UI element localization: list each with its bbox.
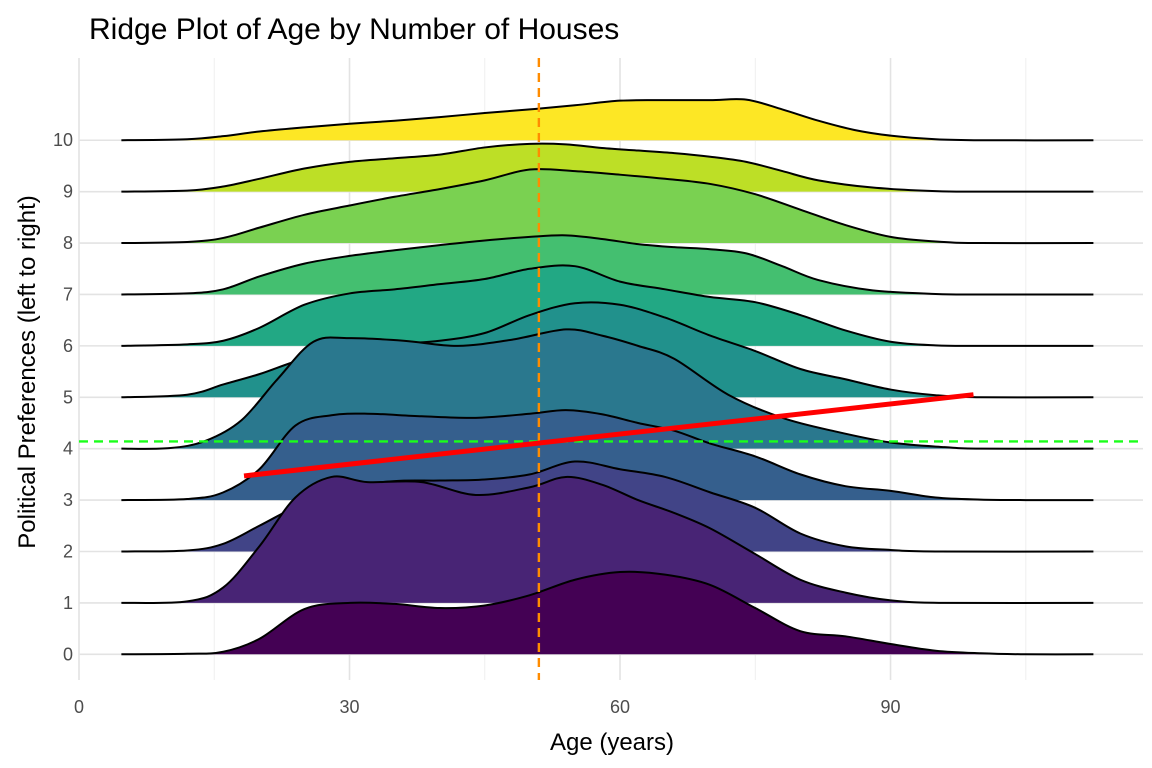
ridge-group-0	[121, 570, 1094, 656]
ridge-area-7	[121, 235, 1094, 295]
y-axis-title: Political Preferences (left to right)	[14, 195, 41, 548]
x-axis-title: Age (years)	[550, 729, 674, 756]
y-tick-label: 4	[63, 439, 73, 459]
ridge-outline-8	[121, 168, 1094, 245]
x-tick-label: 90	[881, 697, 901, 717]
y-tick-label: 8	[63, 233, 73, 253]
chart-title: Ridge Plot of Age by Number of Houses	[89, 13, 619, 46]
y-tick-label: 10	[53, 130, 73, 150]
ridge-group-7	[121, 234, 1094, 296]
ridge-area-1	[121, 476, 1094, 604]
ridge-outline-0	[121, 570, 1094, 656]
ridge-area-0	[121, 571, 1094, 655]
ridge-outline-1	[121, 475, 1094, 605]
ridge-outline-10	[121, 98, 1094, 142]
y-tick-label: 3	[63, 490, 73, 510]
ticks-layer: 0 30 60 90 0 1 2 3 4 5 6 7 8 9 10	[53, 130, 901, 717]
y-tick-label: 0	[63, 644, 73, 664]
ridge-outline-9	[121, 142, 1094, 193]
y-tick-label: 1	[63, 593, 73, 613]
ridge-group-1	[121, 475, 1094, 605]
x-tick-label: 60	[610, 697, 630, 717]
reference-lines-layer	[79, 58, 1143, 680]
y-tick-label: 2	[63, 541, 73, 561]
ridge-group-9	[121, 142, 1094, 193]
ridge-group-10	[121, 98, 1094, 142]
y-tick-label: 5	[63, 387, 73, 407]
ridge-outline-6	[121, 264, 1094, 347]
ridge-area-9	[121, 143, 1094, 192]
y-tick-label: 7	[63, 284, 73, 304]
ridges-layer	[121, 98, 1094, 656]
y-tick-label: 9	[63, 182, 73, 202]
ridge-outline-5	[121, 301, 1094, 399]
ridge-outline-2	[121, 460, 1094, 553]
trend-line	[243, 392, 974, 479]
ridge-group-8	[121, 168, 1094, 245]
ridge-area-10	[121, 99, 1094, 141]
ridge-outline-7	[121, 234, 1094, 296]
ridge-area-8	[121, 169, 1094, 244]
x-tick-label: 30	[339, 697, 359, 717]
ridge-area-3	[121, 410, 1094, 501]
x-tick-label: 0	[74, 697, 84, 717]
y-tick-label: 6	[63, 336, 73, 356]
